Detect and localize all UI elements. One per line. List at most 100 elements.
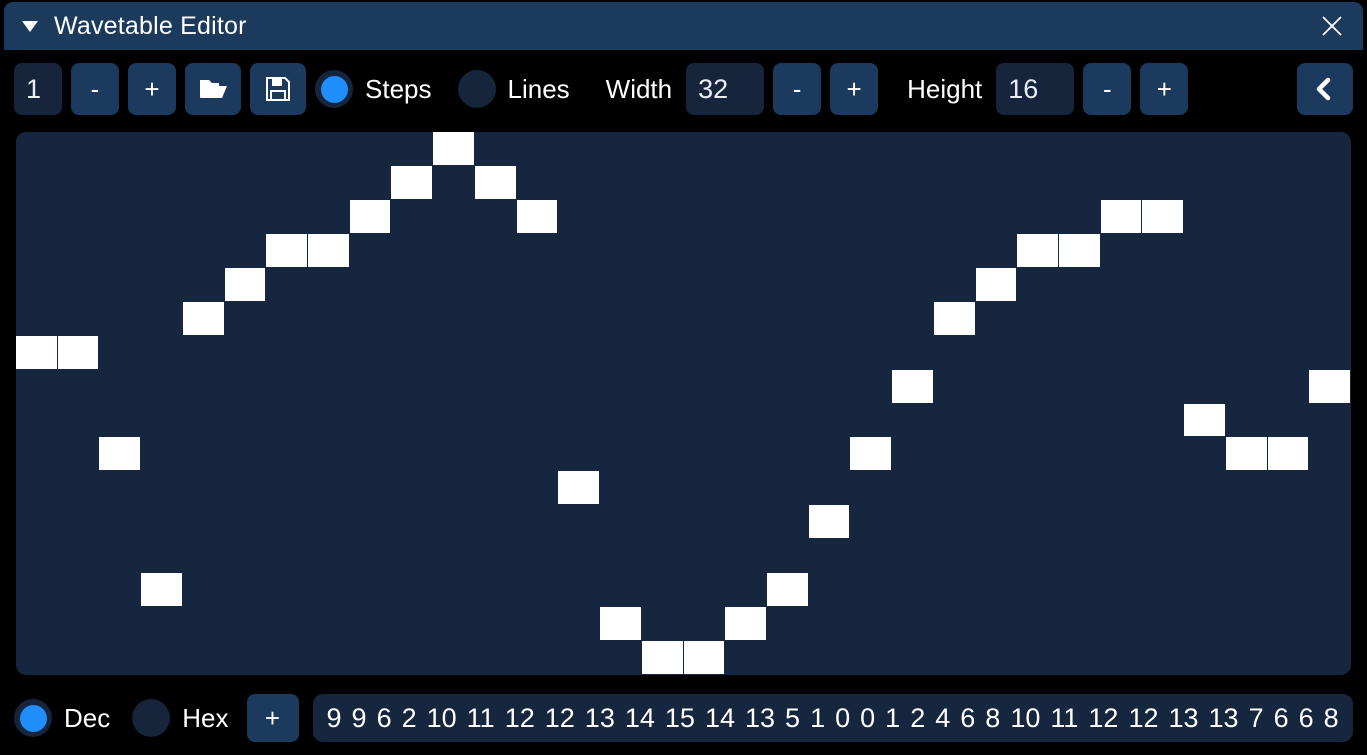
wavetable-value[interactable]: 13 <box>744 702 776 733</box>
wavetable-cell[interactable] <box>641 641 683 674</box>
floppy-disk-icon[interactable] <box>250 63 306 115</box>
wavetable-cell[interactable] <box>1100 199 1142 233</box>
wavetable-value[interactable]: 9 <box>326 702 342 733</box>
wavetable-value[interactable]: 5 <box>785 702 801 733</box>
table-index-decrement-button[interactable]: - <box>71 63 119 115</box>
wavetable-cell[interactable] <box>892 369 933 403</box>
close-icon[interactable] <box>1315 9 1349 43</box>
wavetable-value[interactable]: 12 <box>1128 702 1159 733</box>
wavetable-cell[interactable] <box>1225 437 1267 471</box>
folder-open-icon[interactable] <box>185 63 241 115</box>
wavetable-value[interactable]: 12 <box>544 702 575 733</box>
wavetable-value[interactable]: 13 <box>1168 702 1199 733</box>
mode-lines-label: Lines <box>507 73 570 104</box>
wavetable-value[interactable]: 7 <box>1248 702 1264 733</box>
base-radio-dec[interactable]: Dec <box>14 699 110 737</box>
height-input[interactable]: 16 <box>996 63 1075 115</box>
wavetable-cell[interactable] <box>808 505 850 539</box>
wavetable-grid[interactable] <box>16 132 1351 675</box>
wavetable-cell[interactable] <box>391 165 433 199</box>
wavetable-cell[interactable] <box>474 165 516 199</box>
mode-radio-steps[interactable]: Steps <box>315 70 432 108</box>
wavetable-cell[interactable] <box>600 607 641 641</box>
radio-unselected-icon <box>132 699 171 737</box>
wavetable-value[interactable]: 2 <box>401 702 417 733</box>
height-label: Height <box>907 73 983 104</box>
wavetable-cell[interactable] <box>349 199 391 233</box>
wavetable-value[interactable]: 15 <box>664 702 695 733</box>
triangle-down-icon[interactable] <box>18 14 42 38</box>
wavetable-cell[interactable] <box>1142 199 1184 233</box>
radio-selected-icon <box>315 70 353 108</box>
wavetable-cell[interactable] <box>16 335 57 369</box>
wavetable-cell[interactable] <box>933 301 975 335</box>
wavetable-value[interactable]: 1 <box>885 702 901 733</box>
wavetable-value[interactable]: 0 <box>835 702 851 733</box>
wavetable-cell[interactable] <box>182 301 224 335</box>
wavetable-cell[interactable] <box>433 132 474 165</box>
height-increment-button[interactable]: + <box>1140 63 1189 115</box>
wavetable-values-strip[interactable]: 9 9 6 2 10 11 12 12 13 14 15 14 13 5 1 0 0 1 2 4 6 8 10 11 12 12 1… <box>312 694 1353 742</box>
wavetable-cell[interactable] <box>266 233 308 267</box>
wavetable-cell[interactable] <box>683 641 725 674</box>
wavetable-value[interactable]: 10 <box>1010 702 1041 733</box>
wavetable-cell[interactable] <box>766 573 808 607</box>
wavetable-cell[interactable] <box>1267 437 1309 471</box>
radio-unselected-icon <box>457 70 496 108</box>
wavetable-value[interactable]: 6 <box>960 702 976 733</box>
editor-footer: Dec Hex + 9 9 6 2 10 11 12 12 13 14 15 14 13 5 1 0 0 1 2 4 6… <box>0 681 1367 755</box>
wavetable-value[interactable]: 13 <box>1208 702 1239 733</box>
wavetable-cell[interactable] <box>725 607 766 641</box>
wavetable-cell[interactable] <box>975 267 1017 301</box>
wavetable-cell[interactable] <box>57 335 99 369</box>
wavetable-value[interactable]: 14 <box>704 702 735 733</box>
mode-steps-label: Steps <box>365 73 432 104</box>
wavetable-value[interactable]: 6 <box>1298 702 1314 733</box>
wavetable-value[interactable]: 6 <box>376 702 392 733</box>
wavetable-value[interactable]: 9 <box>351 702 367 733</box>
wavetable-value[interactable]: 4 <box>935 702 951 733</box>
wavetable-cell[interactable] <box>1184 403 1225 437</box>
wavetable-value[interactable]: 0 <box>860 702 876 733</box>
wavetable-cell[interactable] <box>516 199 558 233</box>
wavetable-value[interactable]: 6 <box>1273 702 1289 733</box>
editor-toolbar: 1 - + Steps Lines Width 32 - + <box>0 50 1367 128</box>
wavetable-value[interactable]: 11 <box>1050 702 1079 733</box>
wavetable-value[interactable]: 10 <box>426 702 457 733</box>
wavetable-cell[interactable] <box>1309 369 1350 403</box>
window-titlebar: Wavetable Editor <box>4 2 1363 50</box>
table-index-field[interactable]: 1 <box>14 63 62 115</box>
radio-selected-icon <box>14 699 52 737</box>
width-input[interactable]: 32 <box>686 63 765 115</box>
wavetable-value[interactable]: 12 <box>1088 702 1119 733</box>
width-decrement-button[interactable]: - <box>773 63 822 115</box>
wavetable-cell[interactable] <box>558 471 600 505</box>
wavetable-cell[interactable] <box>141 573 182 607</box>
wavetable-cell[interactable] <box>850 437 892 471</box>
wavetable-grid-panel[interactable] <box>16 132 1351 675</box>
wavetable-cell[interactable] <box>224 267 266 301</box>
mode-radio-lines[interactable]: Lines <box>457 70 570 108</box>
wavetable-value[interactable]: 14 <box>624 702 655 733</box>
height-decrement-button[interactable]: - <box>1083 63 1132 115</box>
chevron-left-icon[interactable] <box>1297 63 1353 115</box>
wavetable-value[interactable]: 12 <box>504 702 535 733</box>
page-title: Wavetable Editor <box>54 11 247 40</box>
wavetable-value[interactable]: 8 <box>1323 702 1339 733</box>
wavetable-value[interactable]: 13 <box>584 702 615 733</box>
wavetable-cell[interactable] <box>308 233 349 267</box>
width-increment-button[interactable]: + <box>830 63 879 115</box>
width-label: Width <box>605 73 673 104</box>
wavetable-cell[interactable] <box>1017 233 1058 267</box>
wavetable-value[interactable]: 1 <box>810 702 826 733</box>
wavetable-value[interactable]: 8 <box>985 702 1001 733</box>
wavetable-value[interactable]: 11 <box>466 702 495 733</box>
add-value-button[interactable]: + <box>246 694 299 742</box>
base-hex-label: Hex <box>182 702 229 733</box>
wavetable-value[interactable]: 2 <box>910 702 926 733</box>
table-index-increment-button[interactable]: + <box>128 63 176 115</box>
wavetable-cell[interactable] <box>99 437 141 471</box>
base-radio-hex[interactable]: Hex <box>132 699 229 737</box>
wavetable-cell[interactable] <box>1058 233 1100 267</box>
